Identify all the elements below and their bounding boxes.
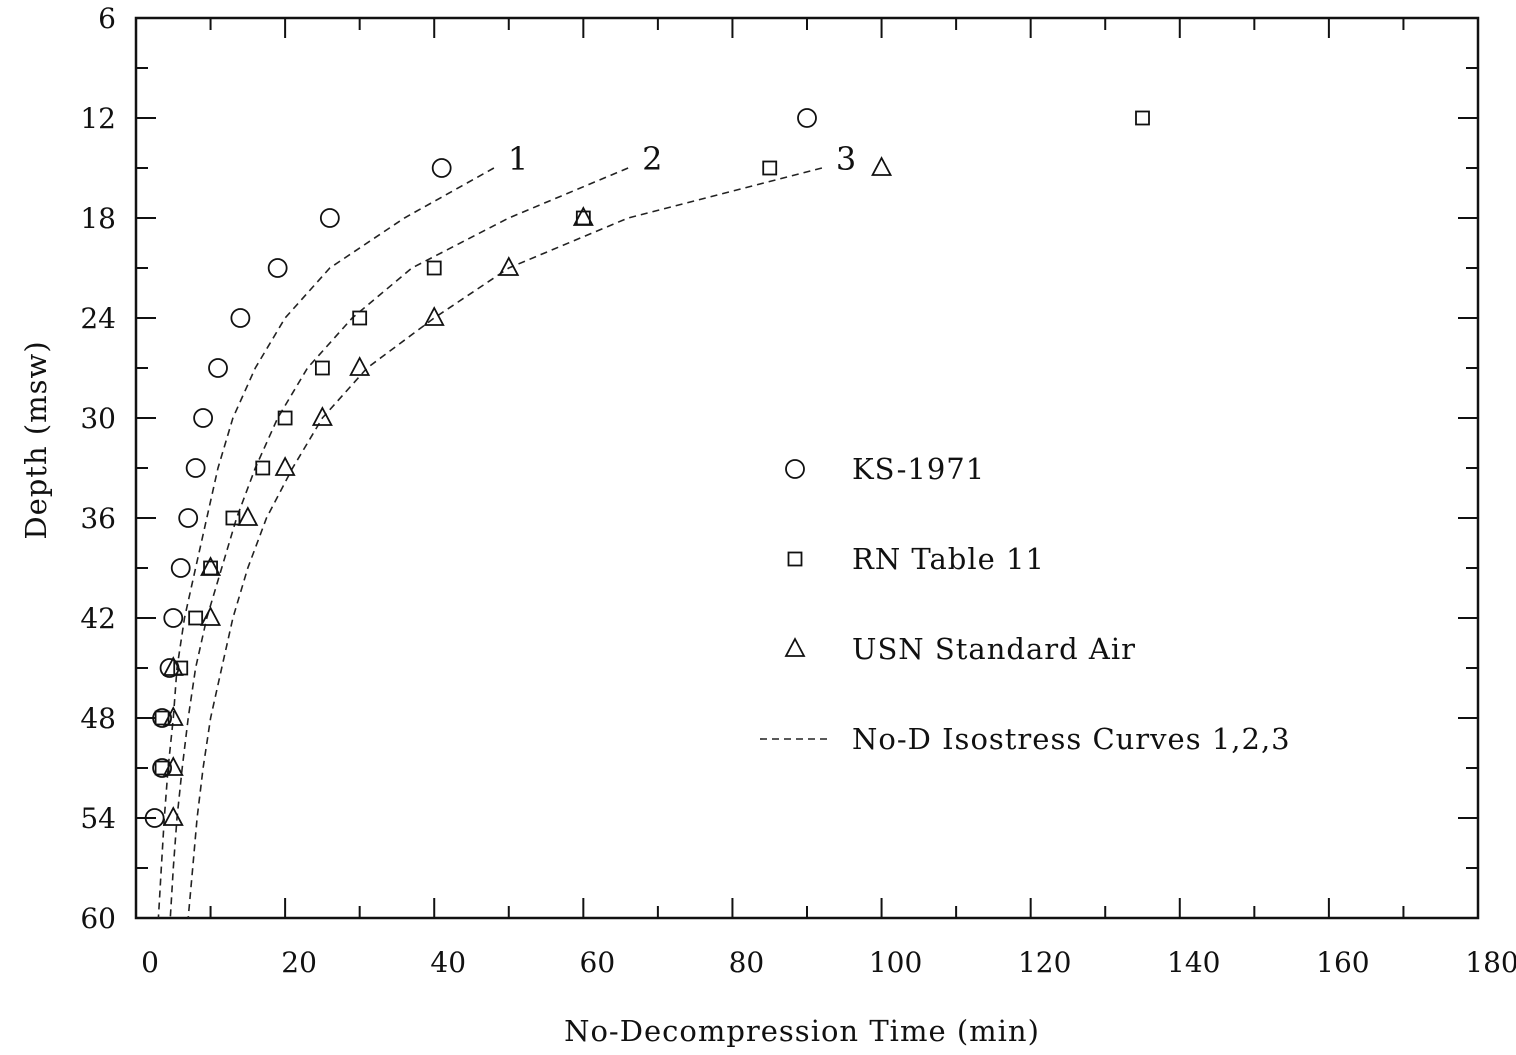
x-axis-ticks	[135, 18, 1479, 918]
circle-point	[152, 758, 172, 778]
isostress-curve-1	[157, 167, 495, 919]
triangle-point	[572, 206, 594, 226]
triangle-point	[349, 356, 371, 376]
square-point	[1135, 110, 1150, 126]
circle-point	[152, 708, 172, 728]
curve-label-3: 3	[836, 140, 856, 178]
circle-point	[185, 458, 206, 478]
square-point	[314, 360, 330, 376]
triangle-point	[423, 306, 445, 326]
x-tick-label: 40	[430, 946, 466, 979]
circle-point	[144, 808, 165, 828]
x-tick-label: 140	[1167, 946, 1220, 979]
y-tick-label: 18	[80, 202, 116, 235]
y-axis-title: Depth (msw)	[19, 340, 53, 539]
triangle-point	[274, 456, 296, 476]
legend-label: No-D Isostress Curves 1,2,3	[852, 722, 1291, 756]
triangle-point	[311, 406, 333, 426]
circle-point	[163, 608, 184, 628]
y-tick-label: 60	[80, 902, 116, 935]
legend-label: RN Table 11	[852, 542, 1045, 576]
circle-point	[319, 208, 340, 228]
curve-label-1: 1	[508, 140, 528, 178]
legend-label: KS-1971	[852, 452, 985, 486]
circle-point	[170, 558, 191, 578]
triangle-point	[200, 606, 222, 626]
isostress-curves: 1 2 3	[157, 140, 856, 919]
y-tick-label: 36	[80, 502, 116, 535]
x-tick-label: 180	[1465, 946, 1516, 979]
legend-label: USN Standard Air	[852, 632, 1136, 666]
circle-point	[797, 108, 817, 128]
y-tick-label: 24	[80, 302, 116, 335]
y-tick-label: 42	[80, 602, 116, 635]
triangle-point	[237, 506, 259, 526]
square-point	[154, 710, 170, 726]
circle-point	[431, 158, 452, 178]
x-axis-title: No-Decompression Time (min)	[564, 1014, 1040, 1048]
isostress-curve-2	[169, 167, 629, 919]
x-tick-label: 20	[281, 946, 317, 979]
circle-point	[208, 358, 228, 378]
x-tick-label: 100	[869, 946, 922, 979]
legend: KS-1971 RN Table 11 USN Standard Air No-D I…	[760, 452, 1291, 756]
x-axis-tick-labels: 0 20 40 60 80 100 120 140 160 180	[141, 946, 1516, 979]
x-tick-label: 80	[729, 946, 765, 979]
y-tick-label: 54	[80, 802, 116, 835]
x-tick-label: 160	[1316, 946, 1369, 979]
circle-point	[230, 308, 251, 328]
circle-point	[193, 408, 214, 428]
square-point	[277, 410, 293, 426]
x-tick-label: 0	[141, 946, 159, 979]
triangle-point	[162, 756, 184, 776]
circle-point	[178, 508, 199, 528]
legend-triangle-key	[784, 637, 806, 657]
square-point	[762, 160, 778, 176]
y-tick-label: 12	[80, 102, 116, 135]
legend-circle-key	[785, 459, 805, 479]
y-axis-tick-labels: 6 12 18 24 30 36 42 48 54 60	[80, 2, 116, 935]
circle-point	[267, 258, 288, 278]
square-point	[154, 760, 170, 776]
triangle-point	[871, 156, 893, 176]
isostress-curve-3	[187, 167, 823, 919]
y-tick-label: 48	[80, 702, 116, 735]
triangle-point	[162, 656, 184, 676]
triangle-point	[200, 556, 222, 576]
y-tick-label: 30	[80, 402, 116, 435]
triangle-point	[498, 256, 520, 276]
y-tick-label: 6	[98, 2, 116, 35]
legend-square-key	[787, 551, 803, 567]
plot-frame	[134, 16, 1480, 920]
triangle-point	[162, 706, 184, 726]
square-point	[426, 260, 442, 276]
square-point	[188, 610, 204, 626]
y-axis-ticks	[136, 17, 1478, 919]
x-tick-label: 60	[580, 946, 616, 979]
square-point	[225, 510, 241, 526]
curve-label-2: 2	[642, 140, 662, 178]
x-tick-label: 120	[1018, 946, 1071, 979]
triangle-point	[162, 806, 184, 826]
square-point	[255, 460, 271, 476]
data-markers	[144, 108, 1150, 828]
square-point	[352, 310, 368, 326]
